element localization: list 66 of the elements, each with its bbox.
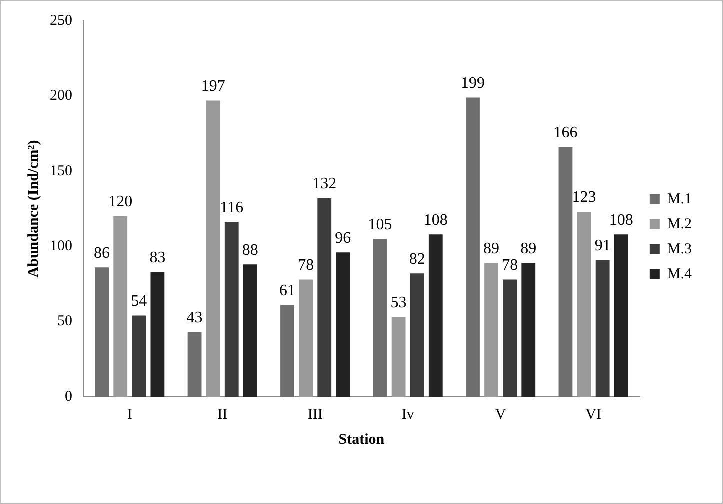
- data-label: 78: [298, 256, 314, 274]
- bar: [614, 234, 628, 397]
- bar: [206, 100, 220, 397]
- data-label: 61: [280, 282, 296, 300]
- legend-label: M.3: [667, 241, 692, 258]
- bar: [392, 317, 406, 397]
- data-label: 86: [94, 244, 110, 262]
- x-tick-label: VI: [586, 406, 602, 423]
- bar: [410, 274, 424, 397]
- bar: [577, 212, 592, 397]
- data-label: 88: [242, 242, 258, 259]
- data-label: 53: [390, 294, 407, 312]
- bar: [132, 316, 146, 397]
- data-label: 89: [520, 240, 537, 258]
- y-tick-label: 0: [65, 388, 72, 405]
- data-label: 89: [484, 240, 500, 258]
- bar: [188, 332, 202, 397]
- x-tick-label: II: [218, 406, 228, 423]
- bar: [466, 98, 480, 397]
- bar: [558, 147, 573, 397]
- bar: [318, 198, 332, 397]
- data-label: 43: [186, 310, 203, 327]
- y-tick-label: 100: [50, 238, 72, 255]
- data-label: 166: [554, 124, 578, 142]
- bar: [299, 280, 314, 397]
- bar: [484, 263, 498, 397]
- bar: [522, 263, 536, 397]
- y-tick-label: 200: [50, 88, 72, 104]
- data-label: 116: [220, 200, 244, 217]
- y-tick-label: 50: [58, 314, 72, 330]
- legend-label: M.4: [667, 266, 692, 282]
- data-label: 78: [502, 256, 518, 274]
- x-tick-label: III: [308, 406, 323, 423]
- bar: [373, 239, 388, 397]
- x-tick-label: I: [127, 406, 132, 423]
- data-label: 105: [368, 216, 392, 234]
- legend-label: M.1: [667, 191, 692, 208]
- bar: [503, 280, 518, 397]
- y-tick-label: 250: [50, 12, 72, 29]
- data-label: 108: [609, 212, 634, 229]
- x-tick-label: Iv: [402, 406, 415, 423]
- data-label: 132: [312, 176, 337, 193]
- bar: [243, 264, 258, 397]
- data-label: 91: [594, 237, 611, 254]
- x-axis-title: Station: [338, 432, 386, 448]
- bar: [224, 222, 239, 397]
- y-axis-title: Abundance (Ind/cm²): [26, 140, 42, 278]
- data-label: 120: [108, 194, 133, 211]
- legend-label: M.2: [667, 216, 692, 232]
- y-tick-label: 150: [50, 163, 72, 180]
- bar: [114, 216, 128, 397]
- bar: [428, 234, 443, 397]
- data-label: 83: [150, 249, 166, 266]
- data-label: 82: [409, 250, 426, 268]
- bar: [95, 268, 109, 397]
- data-label: 54: [131, 292, 148, 310]
- x-tick-label: V: [495, 406, 506, 423]
- data-label: 197: [201, 78, 226, 95]
- data-label: 96: [335, 230, 352, 247]
- data-label: 108: [424, 212, 448, 229]
- bar: [336, 252, 350, 397]
- data-label: 199: [460, 74, 485, 92]
- bar: [596, 260, 610, 397]
- data-label: 123: [572, 189, 596, 206]
- bar: [280, 305, 294, 397]
- bar: [150, 272, 165, 397]
